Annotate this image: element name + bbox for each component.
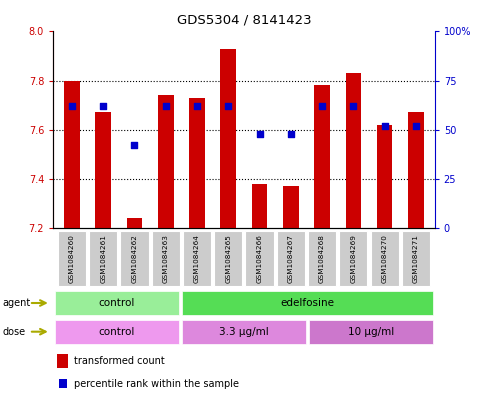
Point	[412, 123, 420, 129]
Bar	[89, 231, 117, 286]
Text: GSM1084267: GSM1084267	[288, 234, 294, 283]
Bar	[55, 291, 179, 315]
Bar	[64, 81, 80, 228]
Bar	[345, 73, 361, 228]
Bar	[189, 98, 205, 228]
Bar	[408, 112, 424, 228]
Point	[256, 130, 263, 137]
Bar	[370, 231, 399, 286]
Text: GSM1084268: GSM1084268	[319, 234, 325, 283]
Point	[350, 103, 357, 109]
Bar	[308, 231, 336, 286]
Text: GSM1084265: GSM1084265	[225, 234, 231, 283]
Bar	[58, 231, 86, 286]
Point	[193, 103, 201, 109]
Point	[287, 130, 295, 137]
Text: GSM1084270: GSM1084270	[382, 234, 388, 283]
Text: dose: dose	[2, 327, 26, 337]
Bar	[245, 231, 274, 286]
Bar	[183, 231, 211, 286]
Bar	[57, 354, 69, 368]
Point	[99, 103, 107, 109]
Bar	[158, 95, 173, 228]
Bar	[314, 86, 330, 228]
Text: edelfosine: edelfosine	[281, 298, 335, 308]
Bar	[95, 112, 111, 228]
Point	[130, 142, 138, 149]
Bar	[59, 378, 67, 388]
Bar	[252, 184, 268, 228]
Bar	[377, 125, 393, 228]
Text: GSM1084269: GSM1084269	[350, 234, 356, 283]
Bar	[182, 291, 433, 315]
Text: GSM1084264: GSM1084264	[194, 234, 200, 283]
Text: agent: agent	[2, 298, 30, 308]
Bar	[127, 218, 142, 228]
Text: GSM1084266: GSM1084266	[256, 234, 263, 283]
Bar	[152, 231, 180, 286]
Bar	[283, 186, 298, 228]
Text: percentile rank within the sample: percentile rank within the sample	[74, 379, 239, 389]
Point	[225, 103, 232, 109]
Point	[162, 103, 170, 109]
Point	[318, 103, 326, 109]
Text: GSM1084271: GSM1084271	[413, 234, 419, 283]
Text: GSM1084263: GSM1084263	[163, 234, 169, 283]
Bar	[309, 320, 433, 344]
Text: GDS5304 / 8141423: GDS5304 / 8141423	[177, 14, 311, 27]
Point	[381, 123, 388, 129]
Bar	[220, 49, 236, 228]
Point	[68, 103, 76, 109]
Bar	[55, 320, 179, 344]
Text: GSM1084260: GSM1084260	[69, 234, 75, 283]
Bar	[120, 231, 149, 286]
Text: 3.3 μg/ml: 3.3 μg/ml	[219, 327, 269, 337]
Text: GSM1084262: GSM1084262	[131, 234, 138, 283]
Text: 10 μg/ml: 10 μg/ml	[348, 327, 394, 337]
Bar	[277, 231, 305, 286]
Text: GSM1084261: GSM1084261	[100, 234, 106, 283]
Bar	[214, 231, 242, 286]
Text: control: control	[99, 327, 135, 337]
Bar	[182, 320, 306, 344]
Bar	[402, 231, 430, 286]
Text: control: control	[99, 298, 135, 308]
Text: transformed count: transformed count	[74, 356, 165, 366]
Bar	[340, 231, 368, 286]
